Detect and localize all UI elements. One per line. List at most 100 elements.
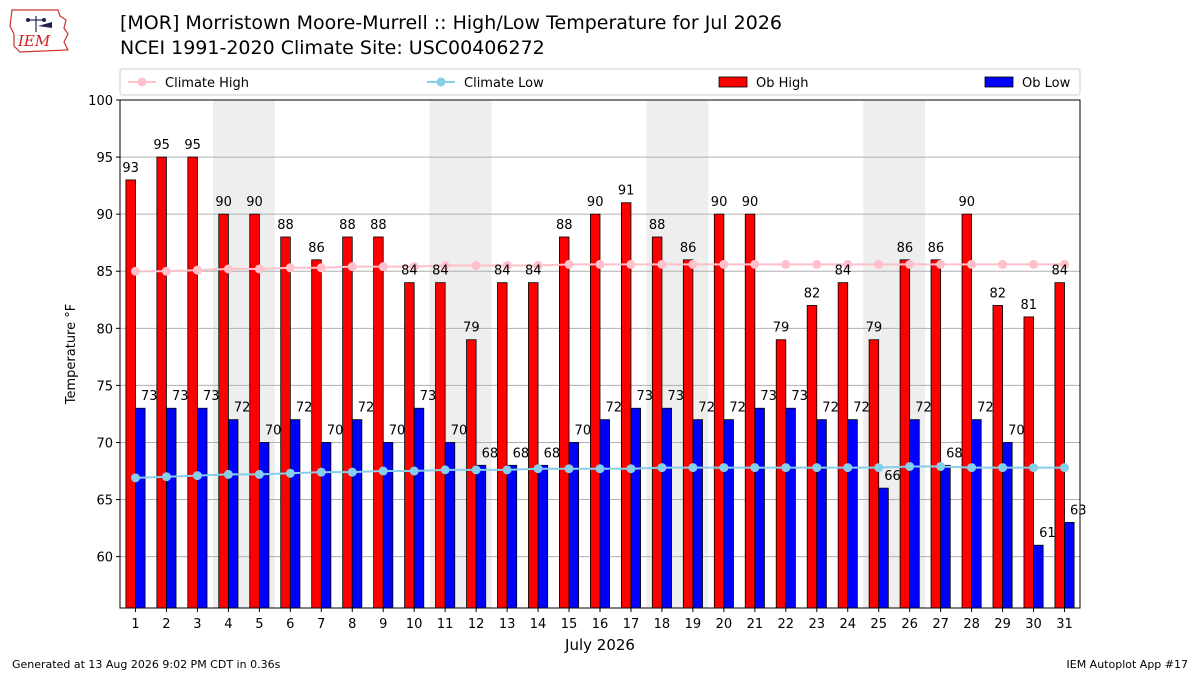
x-axis-label: July 2026 xyxy=(564,636,635,654)
ob-high-bar xyxy=(590,213,601,609)
x-tick-label: 18 xyxy=(654,617,671,632)
x-tick-label: 27 xyxy=(932,617,949,632)
ob-high-bar xyxy=(682,259,694,609)
y-tick-label: 65 xyxy=(96,494,113,509)
climate-low-marker xyxy=(967,463,977,473)
x-tick-label: 24 xyxy=(839,617,856,632)
ob-high-value-label: 91 xyxy=(618,184,635,199)
ob-low-value-label: 72 xyxy=(977,401,994,416)
climate-low-marker xyxy=(657,463,667,473)
climate-high-marker xyxy=(967,259,977,269)
x-tick-label: 11 xyxy=(437,617,454,632)
ob-high-bar xyxy=(559,236,570,609)
ob-high-bar xyxy=(992,305,1003,609)
iem-logo: IEM xyxy=(9,9,69,53)
ob-low-bar xyxy=(723,419,734,609)
logo-text: IEM xyxy=(17,32,51,50)
ob-high-value-label: 84 xyxy=(525,264,542,279)
x-tick-label: 12 xyxy=(468,617,485,632)
legend-ob-high-swatch xyxy=(718,76,748,88)
legend-climate-low-label: Climate Low xyxy=(464,76,544,91)
climate-high-marker xyxy=(564,259,574,269)
x-tick-label: 9 xyxy=(379,617,387,632)
x-tick-label: 5 xyxy=(255,617,263,632)
climate-high-marker xyxy=(316,263,326,273)
ob-low-value-label: 70 xyxy=(1008,423,1025,438)
y-tick-label: 80 xyxy=(96,322,113,337)
legend-ob-low-swatch xyxy=(984,76,1014,88)
ob-low-bar xyxy=(351,419,363,609)
climate-low-marker xyxy=(843,463,853,473)
ob-high-value-label: 88 xyxy=(370,218,387,233)
ob-low-value-label: 73 xyxy=(141,389,158,404)
ob-low-value-label: 73 xyxy=(203,389,220,404)
climate-high-marker xyxy=(781,259,791,269)
x-tick-label: 22 xyxy=(778,617,795,632)
legend-climate-high-label: Climate High xyxy=(165,76,249,91)
ob-low-bar xyxy=(166,407,177,609)
climate-high-marker xyxy=(998,259,1008,269)
ob-high-bar xyxy=(187,156,198,609)
legend-climate-low-marker xyxy=(436,77,446,87)
ob-high-bar xyxy=(373,236,384,609)
ob-high-value-label: 95 xyxy=(153,138,170,153)
x-tick-label: 21 xyxy=(747,617,764,632)
climate-low-marker xyxy=(812,463,822,473)
ob-low-bar xyxy=(599,419,611,609)
x-tick-label: 29 xyxy=(994,617,1011,632)
x-tick-label: 4 xyxy=(224,617,232,632)
ob-low-value-label: 66 xyxy=(884,469,901,484)
climate-high-marker xyxy=(347,262,357,272)
y-tick-label: 90 xyxy=(96,208,113,223)
ob-high-value-label: 86 xyxy=(897,241,914,256)
ob-low-bar xyxy=(909,419,920,609)
climate-low-marker xyxy=(719,463,729,473)
climate-high-marker xyxy=(409,262,419,272)
chart-subtitle: NCEI 1991-2020 Climate Site: USC00406272 xyxy=(120,37,545,59)
y-tick-label: 70 xyxy=(96,436,113,451)
ob-low-value-label: 72 xyxy=(729,401,746,416)
ob-low-value-label: 61 xyxy=(1039,526,1056,541)
ob-low-bar xyxy=(506,464,518,609)
ob-high-value-label: 86 xyxy=(928,241,945,256)
climate-low-marker xyxy=(750,463,760,473)
ob-high-value-label: 84 xyxy=(401,264,418,279)
climate-low-marker xyxy=(130,473,140,483)
climate-high-marker xyxy=(874,259,884,269)
ob-high-bar xyxy=(497,282,508,609)
ob-low-value-label: 68 xyxy=(513,446,530,461)
x-tick-label: 13 xyxy=(499,617,516,632)
ob-low-bar xyxy=(847,419,858,609)
climate-low-marker xyxy=(502,465,512,475)
ob-low-value-label: 68 xyxy=(946,446,963,461)
ob-high-bar xyxy=(961,213,973,609)
climate-high-marker xyxy=(936,259,946,269)
ob-high-value-label: 90 xyxy=(246,195,263,210)
ob-low-bar xyxy=(289,419,301,609)
ob-low-value-label: 68 xyxy=(482,446,499,461)
ob-high-value-label: 81 xyxy=(1020,298,1037,313)
climate-low-marker xyxy=(471,465,481,475)
climate-low-marker xyxy=(874,463,884,473)
ob-high-bar xyxy=(744,213,756,609)
x-tick-label: 3 xyxy=(193,617,201,632)
x-tick-label: 1 xyxy=(131,617,139,632)
ob-low-bar xyxy=(227,419,239,609)
climate-low-marker xyxy=(316,467,326,477)
climate-low-marker xyxy=(626,464,636,474)
ob-low-bar xyxy=(661,407,672,609)
climate-high-marker xyxy=(440,261,450,271)
ob-high-bar xyxy=(249,213,260,609)
ob-low-value-label: 70 xyxy=(265,423,282,438)
ob-low-value-label: 72 xyxy=(853,401,870,416)
climate-low-marker xyxy=(533,464,543,474)
ob-low-value-label: 72 xyxy=(698,401,715,416)
x-tick-label: 16 xyxy=(592,617,609,632)
climate-low-marker xyxy=(192,471,202,481)
ob-low-bar xyxy=(630,407,641,609)
climate-high-marker xyxy=(1060,259,1070,269)
climate-low-marker xyxy=(905,461,915,471)
ob-low-bar xyxy=(785,407,796,609)
climate-high-marker xyxy=(688,259,698,269)
